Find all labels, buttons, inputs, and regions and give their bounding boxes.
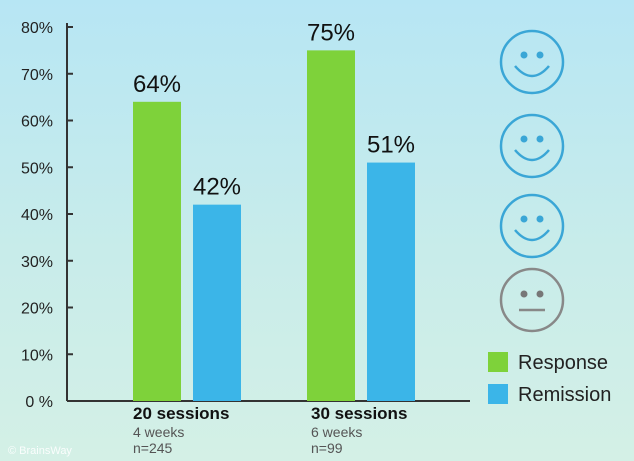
neutral-face-icon [498,266,566,334]
category-duration: 6 weeks [311,424,363,440]
category-30-sessions: 30 sessions 6 weeks n=99 [311,404,407,456]
smiley-face-icon [498,112,566,180]
y-tick-label: 70% [21,67,53,84]
legend-label-response: Response [518,352,609,374]
data-label: 42% [193,174,241,201]
y-tick-label: 20% [21,301,53,318]
category-label: 20 sessions [133,404,230,423]
legend-label-remission: Remission [518,384,612,406]
bar-remission [193,204,241,401]
legend-item-remission: Remission [488,384,611,407]
category-duration: 4 weeks [133,424,185,440]
category-sample-size: n=245 [133,440,173,456]
y-tick-label: 40% [21,207,53,224]
data-label: 64% [133,71,181,98]
bar-response [133,101,181,402]
y-tick-label: 30% [21,254,53,271]
y-tick-label: 0 % [25,394,53,411]
legend-swatch-remission [488,384,508,404]
smiley-face-icon [498,192,566,260]
data-label: 51% [367,132,415,159]
y-tick-label: 10% [21,347,53,364]
bar-response [307,50,355,401]
y-tick-label: 50% [21,160,53,177]
category-20-sessions: 20 sessions 4 weeks n=245 [133,404,229,456]
data-label: 75% [307,19,355,46]
y-tick-label: 60% [21,114,53,131]
smiley-face-icon [498,28,566,96]
watermark: © BrainsWay [8,445,72,457]
category-sample-size: n=99 [311,440,343,456]
category-label: 30 sessions [311,404,408,423]
legend-item-response: Response [488,352,608,375]
y-tick-label: 80% [21,20,53,37]
legend-swatch-response [488,352,508,372]
bar-remission [367,162,415,401]
